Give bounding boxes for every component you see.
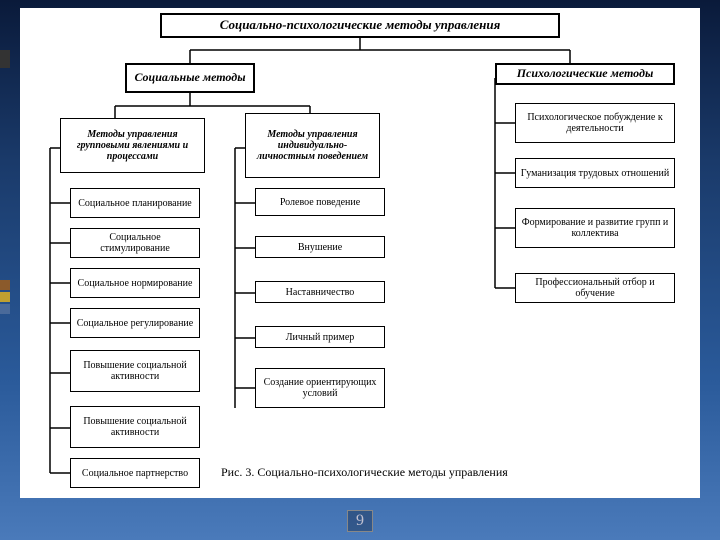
- node-s1-label: Социальное планирование: [78, 198, 192, 209]
- node-i5: Создание ориентирующих условий: [255, 368, 385, 408]
- page-number: 9: [347, 510, 373, 532]
- node-psych-label: Психологические методы: [517, 67, 654, 80]
- figure-caption: Рис. 3. Социально-психологические методы…: [215, 463, 514, 482]
- node-root-label: Социально-психологические методы управле…: [220, 18, 501, 32]
- mark-3: [0, 292, 10, 302]
- node-s4-label: Социальное регулирование: [77, 318, 193, 329]
- node-s6-label: Социальное партнерство: [82, 468, 188, 479]
- node-indiv-mgmt: Методы управления индивидуально-личностн…: [245, 113, 380, 178]
- node-p4-label: Профессиональный отбор и обучение: [519, 277, 671, 299]
- mark-1: [0, 50, 10, 68]
- node-s6: Социальное партнерство: [70, 458, 200, 488]
- mark-4: [0, 304, 10, 314]
- node-i5-label: Создание ориентирующих условий: [259, 377, 381, 399]
- node-i2: Внушение: [255, 236, 385, 258]
- node-s2: Социальное стимулирование: [70, 228, 200, 258]
- node-s3: Социальное нормирование: [70, 268, 200, 298]
- node-social-label: Социальные методы: [134, 71, 245, 84]
- diagram-container: Социально-психологические методы управле…: [20, 8, 700, 498]
- page-number-text: 9: [356, 512, 364, 529]
- node-s5b-label: Повышение социальной активности: [74, 416, 196, 438]
- node-s3-label: Социальное нормирование: [78, 278, 193, 289]
- node-i1: Ролевое поведение: [255, 188, 385, 216]
- node-s5: Повышение социальной активности: [70, 350, 200, 392]
- node-i4: Личный пример: [255, 326, 385, 348]
- node-i4-label: Личный пример: [286, 332, 355, 343]
- node-p3-label: Формирование и развитие групп и коллекти…: [519, 217, 671, 239]
- node-root: Социально-психологические методы управле…: [160, 13, 560, 38]
- node-i1-label: Ролевое поведение: [280, 197, 360, 208]
- node-p1: Психологическое побуждение к деятельност…: [515, 103, 675, 143]
- node-p3: Формирование и развитие групп и коллекти…: [515, 208, 675, 248]
- node-s4: Социальное регулирование: [70, 308, 200, 338]
- sidebar-decorative-marks: [0, 0, 12, 540]
- node-indiv-mgmt-label: Методы управления индивидуально-личностн…: [249, 129, 376, 162]
- node-p1-label: Психологическое побуждение к деятельност…: [519, 112, 671, 134]
- node-p4: Профессиональный отбор и обучение: [515, 273, 675, 303]
- node-s2-label: Социальное стимулирование: [74, 232, 196, 254]
- node-psych: Психологические методы: [495, 63, 675, 85]
- node-i2-label: Внушение: [298, 242, 342, 253]
- node-s5b: Повышение социальной активности: [70, 406, 200, 448]
- node-group-mgmt-label: Методы управления групповыми явлениями и…: [64, 129, 201, 162]
- node-s1: Социальное планирование: [70, 188, 200, 218]
- figure-caption-text: Рис. 3. Социально-психологические методы…: [221, 465, 508, 479]
- node-p2: Гуманизация трудовых отношений: [515, 158, 675, 188]
- node-i3-label: Наставничество: [286, 287, 355, 298]
- node-s5-label: Повышение социальной активности: [74, 360, 196, 382]
- node-group-mgmt: Методы управления групповыми явлениями и…: [60, 118, 205, 173]
- node-social: Социальные методы: [125, 63, 255, 93]
- node-p2-label: Гуманизация трудовых отношений: [521, 168, 669, 179]
- mark-2: [0, 280, 10, 290]
- node-i3: Наставничество: [255, 281, 385, 303]
